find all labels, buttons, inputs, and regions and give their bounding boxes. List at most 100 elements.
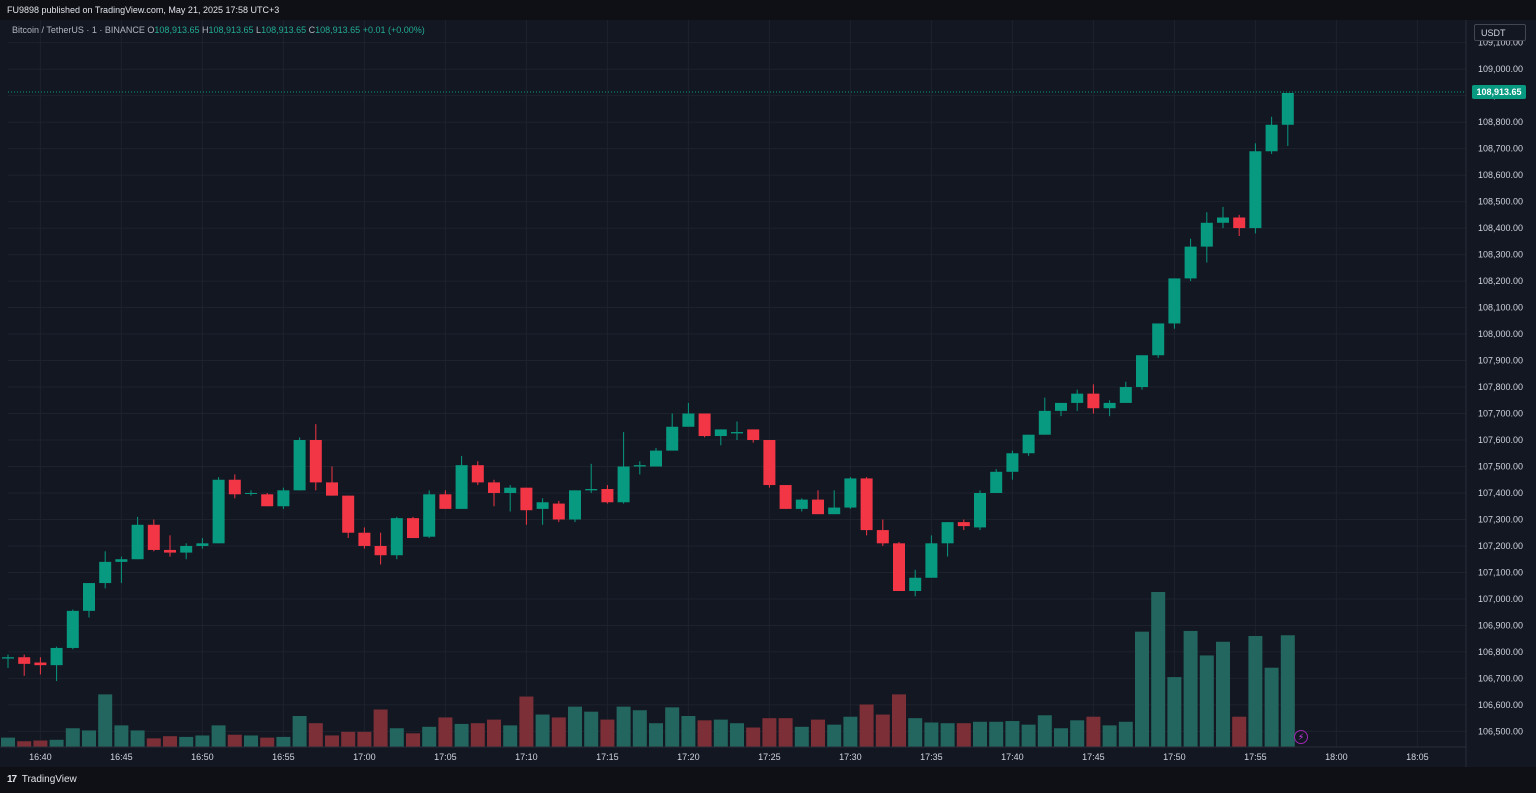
- volume-bar: [260, 737, 275, 747]
- volume-bar: [681, 716, 696, 747]
- candle-body: [66, 610, 79, 648]
- volume-bar: [746, 727, 761, 747]
- price-tick-label: 107,600.00: [1478, 435, 1523, 445]
- volume-bar: [519, 696, 534, 747]
- candle-body: [893, 543, 905, 592]
- volume-bar: [1005, 721, 1020, 747]
- time-tick-label: 16:45: [110, 752, 133, 762]
- price-tick-label: 108,100.00: [1478, 303, 1523, 313]
- volume-bar: [422, 726, 437, 747]
- volume-bar: [49, 739, 64, 747]
- volume-bar: [227, 734, 242, 747]
- volume-bar: [762, 718, 777, 747]
- time-tick-label: 17:30: [839, 752, 862, 762]
- volume-bar: [600, 719, 615, 747]
- candle-body: [34, 662, 47, 666]
- volume-bar: [33, 740, 48, 747]
- price-tick-label: 108,200.00: [1478, 276, 1523, 286]
- volume-bar: [179, 736, 194, 747]
- volume-bar: [454, 723, 469, 747]
- candle-body: [293, 440, 306, 491]
- price-tick-label: 107,300.00: [1478, 514, 1523, 524]
- volume-bar: [697, 720, 712, 747]
- candle-body: [50, 647, 63, 666]
- currency-button[interactable]: USDT: [1474, 24, 1526, 41]
- time-tick-label: 16:50: [191, 752, 214, 762]
- candle-body: [390, 518, 403, 556]
- volume-bar: [973, 721, 987, 747]
- candlestick-chart[interactable]: 106,500.00 106,600.00 106,700.00 106,800.00…: [0, 20, 1536, 767]
- symbol-name: Bitcoin / TetherUS · 1 · BINANCE: [12, 25, 145, 35]
- tradingview-logo-icon[interactable]: 17: [7, 774, 17, 785]
- footer-brand[interactable]: TradingView: [21, 774, 77, 785]
- lightning-icon[interactable]: ⚡: [1294, 730, 1308, 744]
- price-tick-label: 108,800.00: [1478, 117, 1523, 127]
- volume-bar: [130, 730, 145, 747]
- candle-body: [844, 478, 857, 508]
- candle-body: [1103, 402, 1116, 409]
- volume-bar: [794, 726, 809, 747]
- candle-body: [99, 561, 112, 584]
- volume-bar: [17, 741, 32, 747]
- symbol-legend: Bitcoin / TetherUS · 1 · BINANCE O108,91…: [12, 25, 425, 35]
- candle-body: [925, 543, 938, 578]
- volume-bar: [1280, 635, 1295, 747]
- volume-bar: [616, 706, 631, 747]
- candle-body: [358, 532, 371, 546]
- volume-bar: [843, 716, 858, 747]
- price-axis: 106,500.00 106,600.00 106,700.00 106,800.00…: [0, 20, 1523, 767]
- volume-bar: [875, 714, 890, 747]
- candle-body: [698, 413, 711, 437]
- volume-bar: [924, 722, 939, 747]
- price-tick-label: 106,900.00: [1478, 620, 1523, 630]
- time-tick-label: 17:45: [1082, 752, 1105, 762]
- candle-body: [941, 522, 954, 544]
- candle-body: [83, 583, 95, 611]
- volume-bar: [438, 717, 453, 747]
- high-value: 108,913.65: [208, 25, 254, 35]
- volume-bar: [892, 694, 906, 747]
- volume-bar: [470, 723, 485, 747]
- volume-bar: [827, 724, 842, 747]
- volume-bar: [341, 731, 356, 747]
- volume-bar: [146, 738, 161, 747]
- close-label: C: [308, 25, 316, 35]
- candle-body: [196, 543, 209, 546]
- low-label: L: [256, 25, 262, 35]
- volume-bar: [1183, 630, 1198, 747]
- price-tick-label: 109,100.00: [1478, 38, 1523, 48]
- price-tick-label: 108,300.00: [1478, 250, 1523, 260]
- candle-body: [374, 545, 387, 556]
- candle-body: [228, 479, 241, 495]
- volume-bar: [1, 737, 15, 747]
- volume-bar: [535, 714, 550, 747]
- candle-body: [569, 490, 581, 520]
- open-value: 108,913.65: [154, 25, 200, 35]
- candle-body: [147, 524, 160, 550]
- candle-body: [779, 485, 792, 509]
- candle-body: [747, 429, 760, 441]
- price-tick-label: 107,900.00: [1478, 356, 1523, 366]
- price-tick-label: 108,400.00: [1478, 223, 1523, 233]
- candle-body: [1055, 402, 1067, 411]
- volume-bar: [98, 694, 113, 747]
- time-tick-label: 17:25: [758, 752, 781, 762]
- candles: [2, 92, 1294, 682]
- candle-body: [261, 494, 274, 507]
- candle-body: [18, 657, 31, 664]
- candle-body: [828, 507, 841, 515]
- volume-bar: [503, 725, 518, 747]
- price-tick-label: 106,800.00: [1478, 647, 1523, 657]
- candle-body: [164, 549, 176, 553]
- grid-lines: [8, 20, 1466, 747]
- volume-bar: [82, 730, 96, 747]
- candle-body: [342, 495, 355, 533]
- candle-body: [471, 465, 484, 483]
- volume-bar: [1248, 635, 1263, 747]
- volume-bar: [956, 723, 971, 747]
- price-tick-label: 108,600.00: [1478, 170, 1523, 180]
- volume-bar: [406, 733, 420, 747]
- candle-body: [876, 530, 889, 544]
- open-label: O: [147, 25, 155, 35]
- candle-body: [455, 465, 468, 509]
